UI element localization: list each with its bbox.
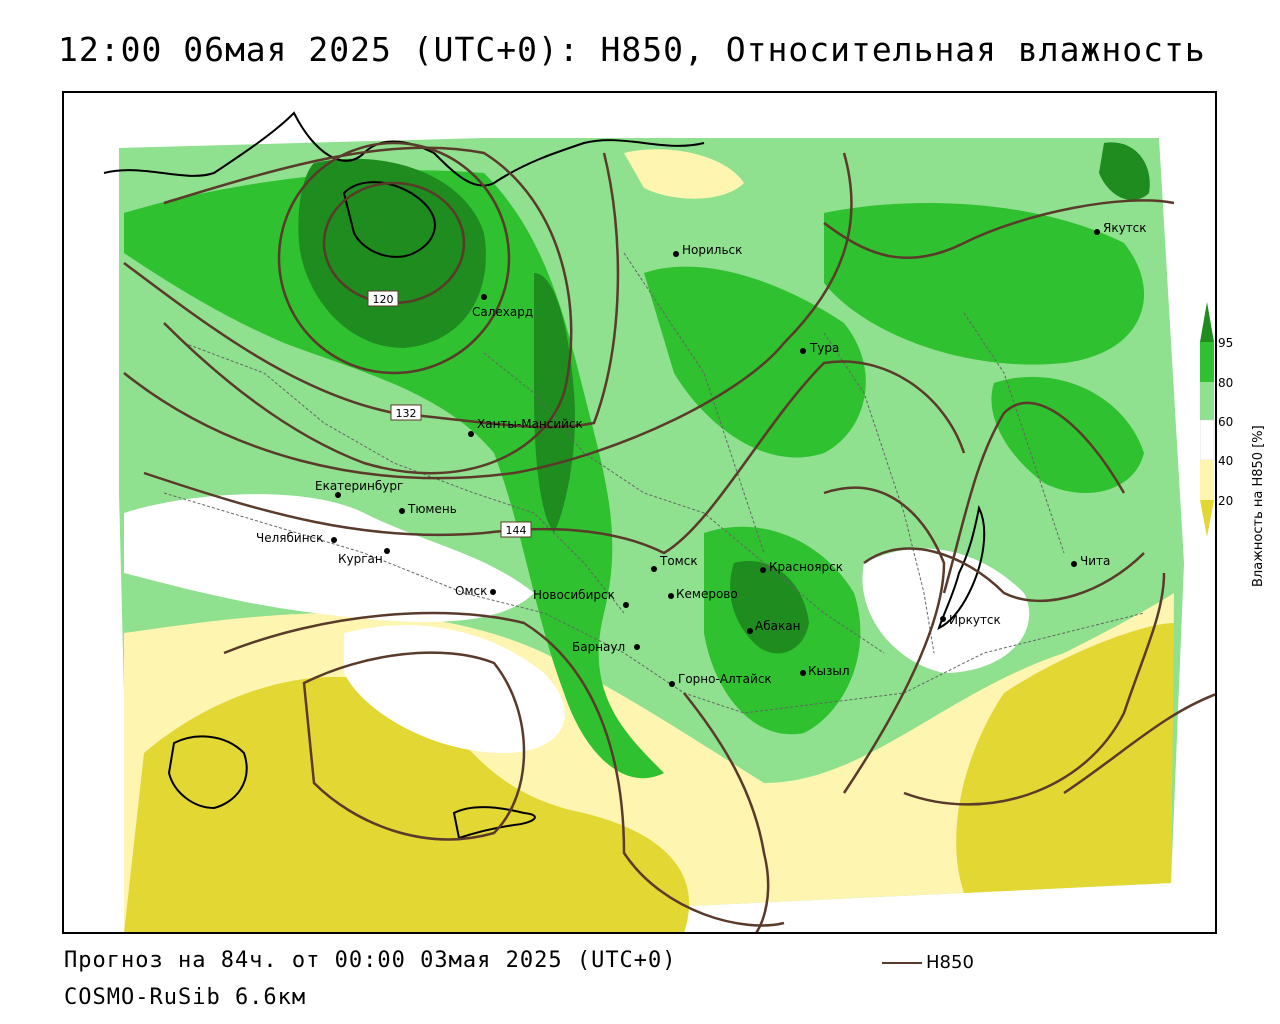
- contour-150b: [302, 651, 526, 841]
- contour-126: [163, 146, 573, 475]
- contour-east-2: [942, 401, 1126, 594]
- city-label-chelyabinsk: Челябинск: [256, 531, 323, 545]
- contour-far-east: [1063, 693, 1215, 795]
- city-dot-kurgan: [384, 548, 390, 554]
- contour-144: [143, 360, 966, 555]
- saturated-core-ob: [534, 273, 575, 533]
- city-dot-khanty: [468, 431, 474, 437]
- h850-contours: [123, 141, 1215, 932]
- city-label-omsk: Омск: [455, 584, 487, 598]
- legend-triangle-top: [1200, 302, 1214, 342]
- saturated-core-yamal: [298, 158, 486, 348]
- city-dot-barnaul: [634, 644, 640, 650]
- city-dot-ekaterinburg: [335, 492, 341, 498]
- saturated-core-north: [1099, 142, 1150, 201]
- contour-key-label: H850: [926, 952, 974, 973]
- city-dot-novosibirsk: [623, 602, 629, 608]
- city-dot-chita: [1071, 561, 1077, 567]
- city-label-yakutsk: Якутск: [1103, 221, 1147, 235]
- city-dot-omsk: [490, 589, 496, 595]
- city-label-irkutsk: Иркутск: [949, 613, 1001, 627]
- contour-s: [683, 692, 770, 932]
- coastlines: [103, 111, 986, 840]
- isoline-label-120: 120: [373, 293, 394, 306]
- mid-humidity-west: [124, 494, 534, 622]
- city-dot-chelyabinsk: [331, 537, 337, 543]
- city-label-barnaul: Барнаул: [572, 640, 625, 654]
- mid-humidity-north: [624, 149, 744, 199]
- model-name: COSMO-RuSib 6.6км: [64, 985, 307, 1010]
- city-dot-tomsk: [651, 566, 657, 572]
- city-dot-yakutsk: [1094, 229, 1100, 235]
- contour-baikal: [863, 547, 1145, 602]
- contour-138: [123, 152, 853, 480]
- city-label-khanty: Ханты-Мансийск: [477, 417, 583, 431]
- very-dry-zone-east: [956, 623, 1174, 893]
- map-panel: 120 132 144 Норильск Якутск Салехард Тур…: [62, 91, 1217, 934]
- city-label-abakan: Абакан: [755, 619, 800, 633]
- legend-title: Влажность на H850 [%]: [1251, 425, 1266, 587]
- humidity-legend: 95 80 60 40 20 Влажность на H850 [%]: [1200, 302, 1266, 587]
- city-dot-gorno: [669, 681, 675, 687]
- legend-band-80: [1200, 382, 1214, 420]
- lake-baikal: [937, 504, 986, 630]
- city-label-chita: Чита: [1080, 554, 1110, 568]
- lake-balkhash: [452, 806, 536, 840]
- city-label-tomsk: Томск: [659, 554, 698, 568]
- contour-150: [223, 611, 785, 927]
- isoline-label-144: 144: [506, 524, 527, 537]
- contour-key-swatch: [882, 961, 922, 964]
- legend-band-40: [1200, 460, 1214, 500]
- city-markers: Норильск Якутск Салехард Тура Ханты-Манс…: [256, 221, 1147, 687]
- contour-se: [903, 572, 1166, 806]
- contour-132: [123, 152, 620, 429]
- city-dot-tura: [800, 348, 806, 354]
- humid-band-east: [824, 203, 1144, 365]
- city-label-norilsk: Норильск: [682, 243, 742, 257]
- isoline-label-132: 132: [396, 407, 417, 420]
- city-label-kemerovo: Кемерово: [676, 587, 738, 601]
- contour-120: [277, 141, 511, 375]
- city-dot-krasnoyarsk: [760, 567, 766, 573]
- city-dot-irkutsk: [940, 616, 946, 622]
- contour-east: [823, 486, 946, 794]
- city-label-salekhard: Салехард: [472, 305, 533, 319]
- legend-tick-20: 20: [1218, 494, 1233, 508]
- city-dot-kemerovo: [668, 593, 674, 599]
- legend-tick-80: 80: [1218, 376, 1233, 390]
- city-dot-norilsk: [673, 251, 679, 257]
- legend-tick-40: 40: [1218, 454, 1233, 468]
- isoline-labels: 120 132 144: [367, 290, 532, 538]
- mid-humidity-center: [344, 625, 565, 753]
- forecast-info: Прогноз на 84ч. от 00:00 03мая 2025 (UTC…: [64, 948, 677, 973]
- city-dot-salekhard: [481, 294, 487, 300]
- humid-band-northwest: [124, 170, 664, 779]
- chart-title: 12:00 06мая 2025 (UTC+0): H850, Относите…: [58, 30, 1206, 69]
- city-dot-tyumen: [399, 508, 405, 514]
- city-label-ekaterinburg: Екатеринбург: [315, 479, 403, 493]
- humidity-map: 120 132 144 Норильск Якутск Салехард Тур…: [103, 111, 1215, 932]
- legend-band-60: [1200, 419, 1215, 461]
- city-label-kyzyl: Кызыл: [808, 664, 850, 678]
- city-dot-abakan: [747, 628, 753, 634]
- aral-coast: [167, 735, 248, 810]
- city-dot-kyzyl: [800, 670, 806, 676]
- contour-key: H850: [882, 952, 974, 973]
- city-label-kurgan: Курган: [338, 552, 383, 566]
- legend-band-95: [1200, 342, 1214, 382]
- city-label-tura: Тура: [809, 341, 839, 355]
- legend-tick-60: 60: [1218, 415, 1233, 429]
- city-label-krasnoyarsk: Красноярск: [769, 560, 843, 574]
- very-dry-zone: [124, 676, 689, 932]
- city-label-novosibirsk: Новосибирск: [533, 588, 615, 602]
- contour-ne: [823, 199, 1175, 259]
- legend-tick-95: 95: [1218, 336, 1233, 350]
- legend-triangle-bottom: [1200, 500, 1214, 537]
- city-label-gorno: Горно-Алтайск: [678, 672, 772, 686]
- city-label-tyumen: Тюмень: [407, 502, 457, 516]
